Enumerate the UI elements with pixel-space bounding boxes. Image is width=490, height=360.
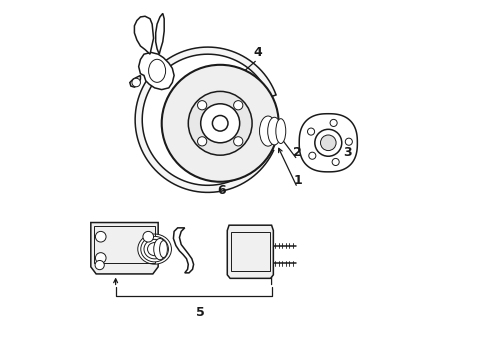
Ellipse shape <box>144 239 165 259</box>
Circle shape <box>309 152 316 159</box>
Ellipse shape <box>268 117 281 145</box>
Text: 5: 5 <box>196 306 205 319</box>
Circle shape <box>143 231 153 242</box>
Ellipse shape <box>154 238 166 260</box>
Circle shape <box>96 253 106 263</box>
Text: 1: 1 <box>293 174 302 187</box>
Polygon shape <box>135 47 276 192</box>
Circle shape <box>320 135 336 150</box>
Text: 4: 4 <box>253 46 262 59</box>
Circle shape <box>234 137 243 146</box>
Polygon shape <box>139 53 174 90</box>
Circle shape <box>162 65 279 182</box>
Circle shape <box>179 88 187 95</box>
Polygon shape <box>173 228 194 273</box>
Circle shape <box>308 128 315 135</box>
Circle shape <box>95 260 104 270</box>
Ellipse shape <box>138 234 172 264</box>
Circle shape <box>132 78 141 87</box>
Circle shape <box>200 165 208 174</box>
Polygon shape <box>299 114 357 172</box>
Circle shape <box>201 104 240 143</box>
Circle shape <box>315 129 342 156</box>
Circle shape <box>332 158 339 166</box>
Circle shape <box>197 101 207 110</box>
Text: 2: 2 <box>293 146 302 159</box>
Ellipse shape <box>141 237 169 262</box>
Ellipse shape <box>160 240 168 258</box>
Circle shape <box>212 116 228 131</box>
Polygon shape <box>134 16 153 54</box>
Circle shape <box>174 86 234 146</box>
Circle shape <box>345 138 352 145</box>
Circle shape <box>197 137 207 146</box>
Circle shape <box>188 91 252 155</box>
Circle shape <box>234 101 243 110</box>
Circle shape <box>96 231 106 242</box>
Polygon shape <box>130 76 141 87</box>
Ellipse shape <box>147 243 162 256</box>
Ellipse shape <box>148 59 166 82</box>
Polygon shape <box>156 13 164 54</box>
Polygon shape <box>91 222 158 274</box>
Text: 3: 3 <box>343 146 352 159</box>
Ellipse shape <box>260 116 276 146</box>
Circle shape <box>330 120 337 126</box>
Text: 6: 6 <box>218 184 226 197</box>
Ellipse shape <box>276 119 286 144</box>
Polygon shape <box>227 225 273 278</box>
